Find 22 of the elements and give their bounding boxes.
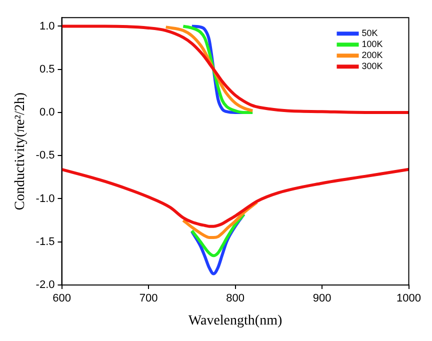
y-tick-label: -0.5 [36, 150, 55, 162]
y-tick-label: -1.0 [36, 192, 55, 205]
legend-label: 300K [362, 61, 383, 72]
line-series [62, 24, 409, 114]
line-series [190, 212, 246, 258]
line-series [62, 168, 409, 228]
x-tick-label: 1000 [396, 292, 422, 305]
line-series [182, 200, 258, 240]
legend-label: 50K [362, 28, 378, 38]
y-tick-label: -1.5 [36, 236, 55, 248]
y-tick-label: 0.0 [39, 106, 55, 119]
x-tick-label: 600 [52, 292, 71, 305]
x-tick-label: 800 [226, 292, 244, 305]
x-tick-label: 700 [139, 292, 158, 305]
y-tick-label: 0.5 [39, 63, 55, 76]
legend-label: 200K [362, 50, 383, 60]
x-axis-title: Wavelength(nm) [188, 313, 282, 328]
y-axis-title: Conductivity(πe²/2h) [13, 92, 28, 210]
y-tick-label: 1.0 [39, 20, 55, 32]
y-tick-label: -2.0 [36, 279, 55, 292]
x-tick-label: 900 [312, 292, 332, 305]
legend-label: 100K [362, 39, 383, 50]
